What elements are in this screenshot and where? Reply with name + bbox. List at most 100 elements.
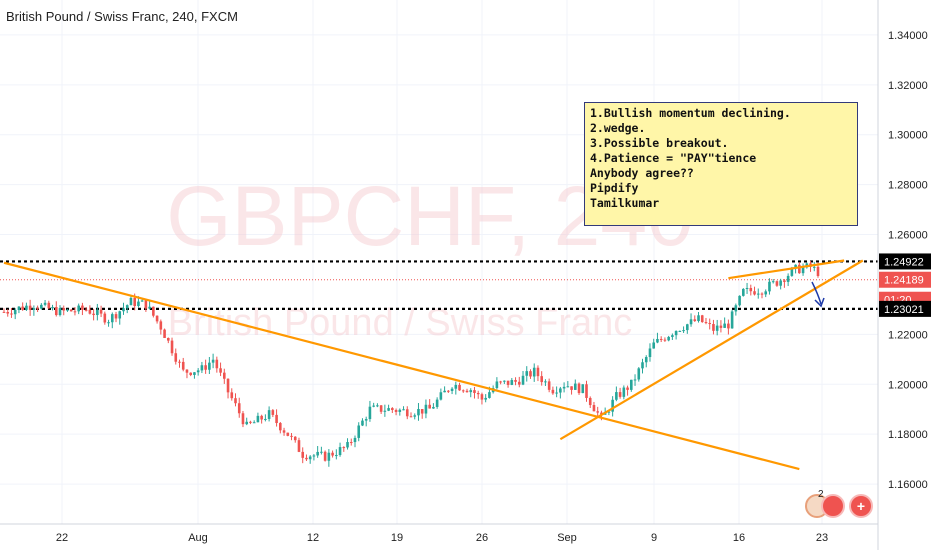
time-axis[interactable]: 22 Aug 12 19 26 Sep 9 16 23: [0, 523, 878, 544]
candle-body: [107, 322, 110, 324]
candle-body: [40, 304, 43, 309]
reaction-count: 2: [818, 489, 824, 500]
candle-body: [88, 309, 92, 314]
candle-body: [618, 392, 622, 397]
candle-body: [140, 300, 144, 302]
candle-body: [734, 305, 738, 312]
candle-body: [656, 338, 659, 343]
candle-body: [152, 306, 155, 316]
candle-body: [155, 315, 159, 322]
note-line: Pipdify: [590, 181, 639, 195]
candle-body: [566, 386, 570, 388]
candle-body: [626, 387, 629, 390]
candle-body: [547, 381, 551, 390]
candle-body: [2, 311, 6, 313]
candle-body: [622, 387, 626, 397]
candle-body: [678, 330, 682, 332]
candle-body: [237, 403, 241, 414]
boost-icon[interactable]: [821, 494, 845, 518]
candle-body: [745, 287, 749, 289]
trendline[interactable]: [728, 259, 845, 280]
candle-body: [114, 314, 118, 319]
price-tick-label: 1.28000: [888, 180, 928, 192]
candle-body: [387, 408, 390, 411]
candle-body: [611, 399, 614, 412]
candle-body: [293, 436, 297, 441]
candle-body: [349, 442, 353, 444]
candle-body: [230, 392, 234, 399]
candle-body: [376, 405, 379, 407]
candle-body: [323, 451, 327, 461]
candle-body: [252, 422, 256, 424]
candle-body: [383, 410, 387, 412]
candle-body: [476, 392, 480, 395]
candle-body: [32, 308, 36, 310]
annotation-note[interactable]: 1.Bullish momentum declining. 2.wedge. 3…: [584, 102, 858, 226]
price-tick-label: 1.34000: [888, 30, 928, 42]
resistance-price-label: 1.24922: [884, 256, 924, 268]
current-price-tag: [879, 271, 931, 288]
candle-body: [615, 392, 618, 400]
candle-body: [432, 406, 435, 409]
candle-body: [92, 313, 95, 316]
candle-body: [428, 404, 431, 409]
candle-body: [648, 348, 652, 358]
candle-body: [786, 275, 790, 282]
candle-body: [226, 378, 230, 393]
candle-body: [43, 302, 47, 305]
support-price-label: 1.23021: [884, 304, 924, 316]
candle-body: [379, 405, 383, 412]
candle-body: [189, 372, 192, 375]
candle-body: [36, 308, 39, 310]
candle-body: [144, 300, 148, 309]
price-tick-label: 1.20000: [888, 379, 928, 391]
candle-body: [301, 451, 305, 458]
note-line: 2.wedge.: [590, 121, 646, 135]
time-tick-label: 16: [733, 532, 745, 544]
time-tick-label: 9: [651, 532, 657, 544]
trendline[interactable]: [3, 261, 800, 471]
time-tick-label: 12: [307, 532, 319, 544]
trendlines[interactable]: [3, 259, 864, 471]
candle-body: [271, 410, 275, 415]
candle-body: [663, 339, 667, 341]
arrow-head: [814, 297, 825, 308]
candle-body: [391, 408, 394, 411]
candle-body: [689, 319, 693, 325]
arrow-shaft: [811, 281, 822, 305]
candle-body: [659, 338, 663, 340]
price-axis[interactable]: 1.34000 1.32000 1.30000 1.28000 1.26000 1.220…: [877, 0, 931, 550]
candle-body: [461, 390, 465, 392]
time-tick-label: Aug: [188, 532, 208, 544]
time-tick-label: 23: [816, 532, 828, 544]
candle-body: [200, 365, 204, 371]
add-icon[interactable]: +: [849, 494, 873, 518]
candle-body: [704, 322, 708, 324]
candle-body: [719, 325, 723, 328]
candle-body: [163, 329, 166, 338]
candle-body: [790, 268, 794, 276]
candle-body: [178, 361, 181, 363]
candle-body: [465, 390, 469, 393]
candle-body: [129, 297, 133, 306]
candle-body: [641, 362, 644, 369]
candle-body: [756, 293, 760, 295]
candle-body: [671, 335, 674, 337]
candle-body: [775, 281, 779, 286]
candle-body: [495, 381, 499, 389]
candle-body: [637, 368, 641, 380]
note-line: 1.Bullish momentum declining.: [590, 106, 791, 120]
candle-body: [540, 376, 543, 383]
candle-body: [712, 323, 715, 331]
candle-body: [592, 405, 596, 412]
candle-body: [394, 410, 398, 412]
price-tick-label: 1.30000: [888, 130, 928, 142]
candle-body: [730, 311, 734, 329]
candles: [2, 260, 820, 467]
candle-body: [122, 308, 125, 312]
candle-body: [99, 309, 103, 314]
candle-body: [28, 305, 32, 310]
candle-body: [185, 369, 189, 373]
trendline[interactable]: [559, 259, 864, 441]
